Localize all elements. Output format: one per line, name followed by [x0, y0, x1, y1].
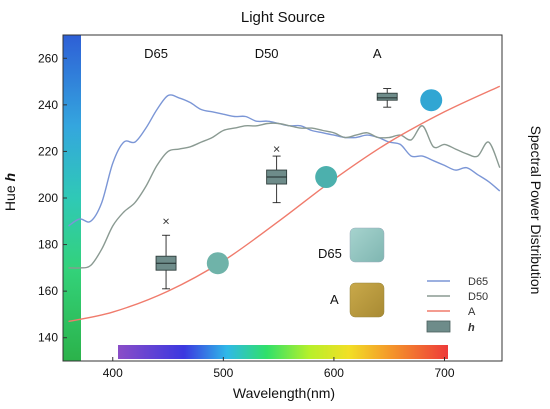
legend-h-box: [426, 320, 451, 333]
x-tick-label: 400: [103, 366, 123, 380]
y-tick-label: 140: [38, 331, 58, 345]
y-axis-label-main: Hue: [2, 185, 18, 211]
series-line-a: [68, 85, 501, 323]
boxplot-d65-outlier: [163, 218, 169, 225]
legend-h-label: h: [468, 322, 475, 334]
condition-label-d65: D65: [144, 46, 168, 61]
y-tick-label: 160: [38, 284, 58, 298]
y-tick-label: 200: [38, 191, 58, 205]
swatch-d65: D65: [318, 227, 385, 263]
y-axis-label: Hue h: [2, 173, 18, 211]
hue-color-bar: [63, 35, 81, 361]
legend: D65 D50 A h: [426, 276, 488, 334]
boxplot-d50-outlier: [273, 146, 280, 152]
legend-d50-label: D50: [468, 291, 488, 303]
legend-d65-label: D65: [468, 276, 488, 288]
boxplot-a: [376, 88, 398, 108]
swatch-a-square: [349, 282, 385, 318]
series-line-d50: [68, 122, 501, 269]
x-tick-label: 700: [434, 366, 454, 380]
y-tick-label: 220: [38, 144, 58, 158]
boxplot-d50: [266, 146, 288, 204]
hue-dot-d50: [315, 166, 338, 189]
boxplot-a-box: [376, 92, 398, 101]
y-tick-label: 180: [38, 238, 58, 252]
condition-label-d50: D50: [255, 46, 279, 61]
y-axis-label-var: h: [2, 173, 18, 182]
hue-boxplots: [155, 88, 398, 290]
swatch-a: A: [330, 282, 385, 318]
y2-axis-label: Spectral Power Distribution: [528, 126, 544, 295]
y-tick-label: 260: [38, 51, 58, 65]
boxplot-d65: [155, 218, 177, 290]
y-tick-label: 240: [38, 98, 58, 112]
chart-title: Light Source: [241, 9, 325, 26]
condition-labels: D65 D50 A: [144, 46, 382, 61]
series-line-d65: [68, 94, 501, 227]
plot-frame: [62, 34, 503, 362]
hue-dot-a: [420, 89, 443, 112]
x-tick-label: 600: [324, 366, 344, 380]
swatch-a-label: A: [330, 292, 339, 307]
x-tick-label: 500: [213, 366, 233, 380]
condition-label-a: A: [373, 46, 382, 61]
x-axis-label: Wavelength(nm): [233, 385, 335, 401]
wavelength-spectrum-bar: [118, 345, 448, 359]
swatch-d65-label: D65: [318, 246, 342, 261]
legend-a-label: A: [468, 306, 476, 318]
spectral-curves: [68, 85, 501, 323]
axis-ticks: 140 160 180 200 220 240 260 400 500 600 700: [38, 51, 455, 380]
swatch-d65-square: [349, 227, 385, 263]
hue-color-dots: [206, 89, 443, 275]
hue-dot-d65: [206, 252, 229, 275]
